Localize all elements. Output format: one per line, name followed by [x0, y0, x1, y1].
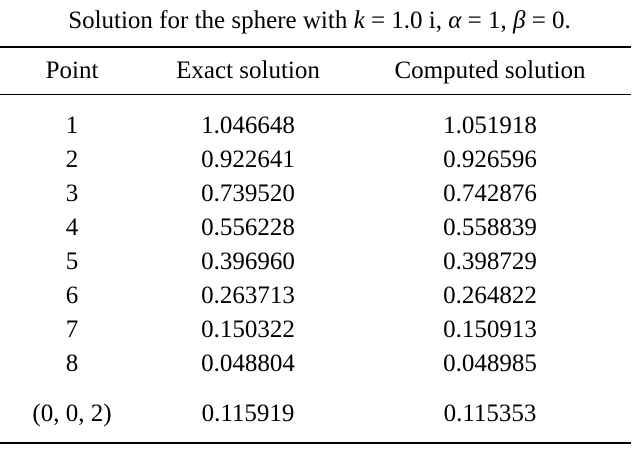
caption-k-variable: k: [353, 7, 365, 34]
cell-computed: 0.926596: [443, 146, 537, 173]
cell-computed: 1.051918: [443, 112, 537, 139]
header-exact-solution: Exact solution: [176, 57, 320, 84]
cell-exact: 0.739520: [201, 180, 295, 207]
table-bottom-rule: [0, 442, 631, 444]
caption-alpha-value: = 1,: [461, 7, 513, 34]
caption-k-unit: i: [422, 7, 436, 34]
cell-computed: 0.264822: [443, 282, 537, 309]
cell-point: (0, 0, 2): [32, 400, 112, 427]
cell-computed: 0.115353: [443, 400, 537, 427]
cell-point: 8: [65, 350, 79, 377]
cell-exact: 0.048804: [201, 350, 295, 377]
table-header-rule: [0, 94, 631, 95]
cell-exact: 0.115919: [201, 400, 295, 427]
caption-beta-value: = 0.: [525, 7, 571, 34]
cell-point: 7: [65, 316, 79, 343]
cell-point: 5: [65, 248, 79, 275]
cell-point: 6: [65, 282, 79, 309]
cell-exact: 0.556228: [201, 214, 295, 241]
cell-exact: 0.396960: [201, 248, 295, 275]
caption-prefix: Solution for the sphere with: [68, 7, 354, 34]
cell-point: 1: [65, 112, 79, 139]
cell-exact: 1.046648: [201, 112, 295, 139]
caption-separator: ,: [435, 7, 449, 34]
cell-computed: 0.048985: [443, 350, 537, 377]
header-point: Point: [45, 57, 99, 84]
caption-alpha-variable: α: [448, 7, 462, 34]
table-top-rule: [0, 46, 631, 48]
cell-exact: 0.150322: [201, 316, 295, 343]
header-computed-solution: Computed solution: [394, 57, 586, 84]
cell-computed: 0.742876: [443, 180, 537, 207]
caption-k-value: = 1.0: [364, 7, 423, 34]
cell-exact: 0.922641: [201, 146, 295, 173]
caption-beta-variable: β: [512, 7, 526, 34]
cell-point: 4: [65, 214, 79, 241]
cell-computed: 0.558839: [443, 214, 537, 241]
cell-computed: 0.150913: [443, 316, 537, 343]
cell-exact: 0.263713: [201, 282, 295, 309]
cell-point: 3: [65, 180, 79, 207]
cell-computed: 0.398729: [443, 248, 537, 275]
table-caption: Solution for the sphere with k = 1.0 i, …: [0, 4, 639, 38]
cell-point: 2: [65, 146, 79, 173]
